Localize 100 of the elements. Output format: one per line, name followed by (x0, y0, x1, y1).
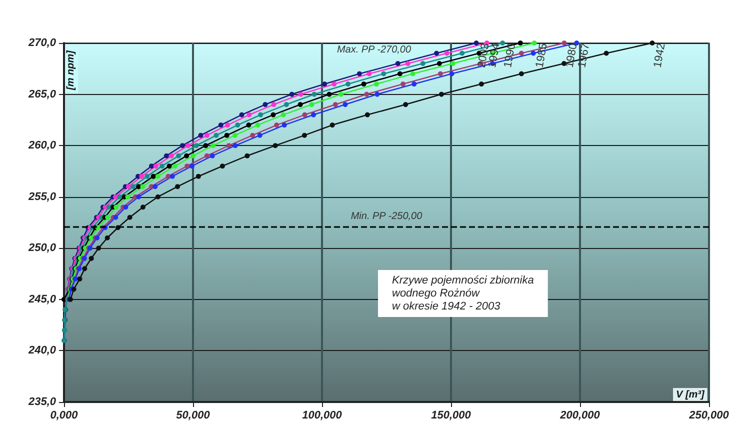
point (164, 153, 169, 158)
point (196, 174, 201, 179)
point (155, 194, 160, 200)
point (460, 50, 465, 56)
point (395, 61, 400, 66)
y-tick-label: 255,0 (27, 190, 57, 203)
point (405, 61, 410, 66)
point (214, 132, 219, 138)
point (155, 174, 160, 179)
point (144, 174, 150, 179)
point (332, 82, 337, 87)
point (136, 194, 142, 200)
ref-line-label: Min. PP -250,00 (350, 211, 423, 222)
point (434, 50, 440, 56)
point (113, 194, 118, 200)
point (330, 122, 335, 128)
point (412, 82, 417, 87)
y-tick-label: 260,0 (27, 140, 57, 152)
point (170, 174, 175, 179)
point (302, 112, 308, 118)
y-tick-label: 265,0 (27, 88, 57, 100)
point (289, 92, 294, 97)
point (194, 143, 199, 148)
point (444, 50, 450, 56)
point (232, 143, 238, 148)
point (356, 71, 362, 76)
point (235, 122, 240, 128)
point (226, 143, 232, 148)
x-tick-label: 100,000 (302, 410, 343, 422)
y-tick-label: 270,0 (27, 37, 57, 49)
point (77, 276, 82, 282)
point (105, 214, 110, 220)
point (274, 122, 280, 128)
point (184, 164, 190, 169)
text: 1990 (502, 42, 518, 69)
point (190, 153, 196, 158)
point (361, 82, 366, 87)
point (272, 143, 278, 148)
point (346, 82, 351, 87)
point (282, 122, 287, 128)
point (71, 286, 76, 292)
point (114, 204, 119, 210)
point (184, 153, 190, 158)
point (400, 82, 406, 87)
point (152, 184, 158, 190)
point (246, 122, 252, 128)
point (130, 184, 136, 190)
point (117, 194, 122, 200)
point (312, 92, 317, 97)
y-tick-label: 245,0 (27, 293, 57, 306)
point (450, 61, 456, 66)
point (225, 122, 230, 128)
point (364, 112, 370, 118)
point (436, 61, 442, 66)
point (232, 132, 238, 138)
x-axis-title: V [m³] (676, 390, 705, 400)
point (125, 194, 130, 200)
point (250, 132, 256, 138)
y-tick-label: 235,0 (27, 396, 57, 408)
point (166, 164, 172, 169)
point (180, 143, 185, 148)
point (166, 174, 171, 179)
point (326, 92, 332, 97)
point (309, 102, 314, 108)
point (518, 40, 523, 46)
x-tick-label: 0,000 (50, 410, 79, 422)
point (186, 143, 191, 148)
point (410, 71, 416, 76)
point (140, 184, 146, 190)
point (104, 235, 110, 240)
point (280, 112, 286, 118)
point (148, 164, 154, 169)
point (88, 256, 94, 261)
point (123, 204, 128, 210)
point (257, 132, 262, 138)
point (374, 92, 380, 97)
y-tick-label: 250,0 (27, 242, 57, 254)
x-tick-label: 50,000 (176, 410, 211, 422)
point (310, 112, 316, 118)
point (258, 112, 264, 118)
point (262, 102, 268, 108)
point (438, 71, 443, 76)
x-tick-label: 250,000 (688, 410, 730, 422)
point (210, 143, 216, 148)
point (140, 204, 146, 210)
point (478, 82, 484, 87)
text: Krzywe pojemności zbiornika wodnego Rożnów w okresie 1942 - 2003 (392, 274, 534, 312)
point (204, 132, 210, 138)
point (342, 102, 348, 108)
point (176, 153, 182, 158)
text: 1985 (534, 42, 550, 69)
point (150, 174, 156, 179)
point (172, 164, 178, 169)
point (338, 92, 344, 97)
point (284, 102, 289, 108)
point (397, 71, 402, 76)
point (96, 246, 102, 251)
point (270, 112, 276, 118)
point (126, 184, 131, 190)
point (322, 82, 328, 87)
